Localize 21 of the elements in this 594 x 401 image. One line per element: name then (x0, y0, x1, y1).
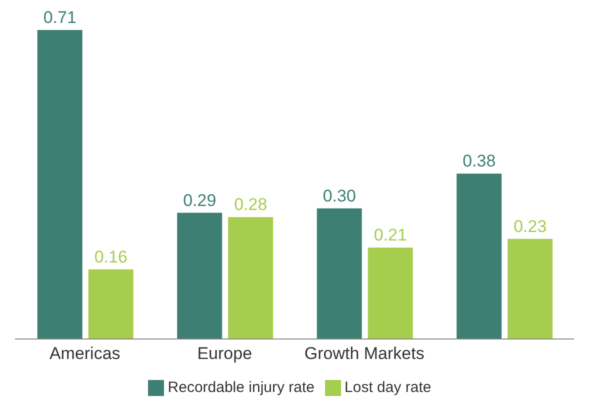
data-label: 0.23 (514, 216, 547, 236)
data-label: 0.21 (374, 226, 407, 245)
legend-label: Recordable injury rate (168, 378, 315, 396)
x-tick-label: Europe (197, 344, 252, 364)
legend-label: Lost day rate (344, 378, 432, 396)
data-label: 0.16 (94, 247, 128, 266)
bar (368, 248, 413, 339)
x-tick-label: Americas (49, 344, 120, 364)
bar (177, 212, 222, 339)
bar (316, 208, 362, 339)
data-label: 0.38 (462, 152, 496, 171)
data-label: 0.29 (183, 190, 216, 210)
x-tick-label: Growth Markets (304, 344, 424, 364)
bar (508, 238, 553, 339)
bar (228, 217, 274, 339)
bar (88, 269, 134, 339)
bar (456, 174, 502, 339)
data-label: 0.30 (322, 186, 356, 206)
data-label: 0.71 (43, 8, 76, 27)
bar (37, 30, 82, 339)
data-label: 0.28 (234, 195, 268, 214)
